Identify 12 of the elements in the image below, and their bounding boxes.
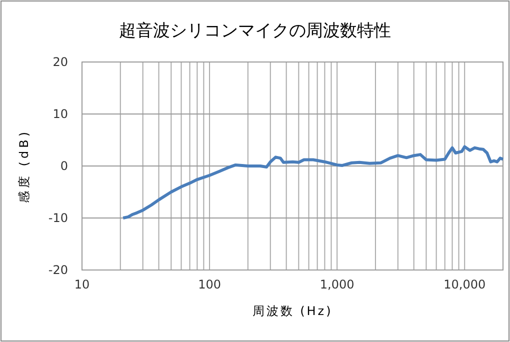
y-axis-title: 感度 (dB)	[17, 128, 31, 204]
y-tick-label: 0	[60, 158, 68, 173]
x-tick-label: 100	[198, 278, 221, 292]
x-tick-label: 10	[74, 278, 90, 292]
y-tick-label: -20	[48, 262, 68, 277]
y-tick-label: 20	[52, 54, 68, 69]
y-tick-label: -10	[48, 210, 68, 225]
x-tick-label: 10,000	[444, 278, 486, 292]
x-axis-title: 周波数 (Hz)	[252, 304, 333, 318]
x-tick-label: 1,000	[320, 278, 354, 292]
chart-title: 超音波シリコンマイクの周波数特性	[119, 21, 391, 41]
y-tick-label: 10	[52, 106, 68, 121]
